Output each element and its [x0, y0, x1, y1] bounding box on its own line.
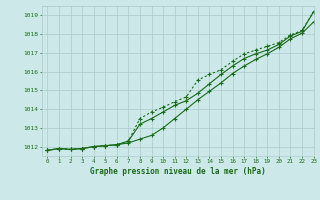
X-axis label: Graphe pression niveau de la mer (hPa): Graphe pression niveau de la mer (hPa): [90, 167, 266, 176]
